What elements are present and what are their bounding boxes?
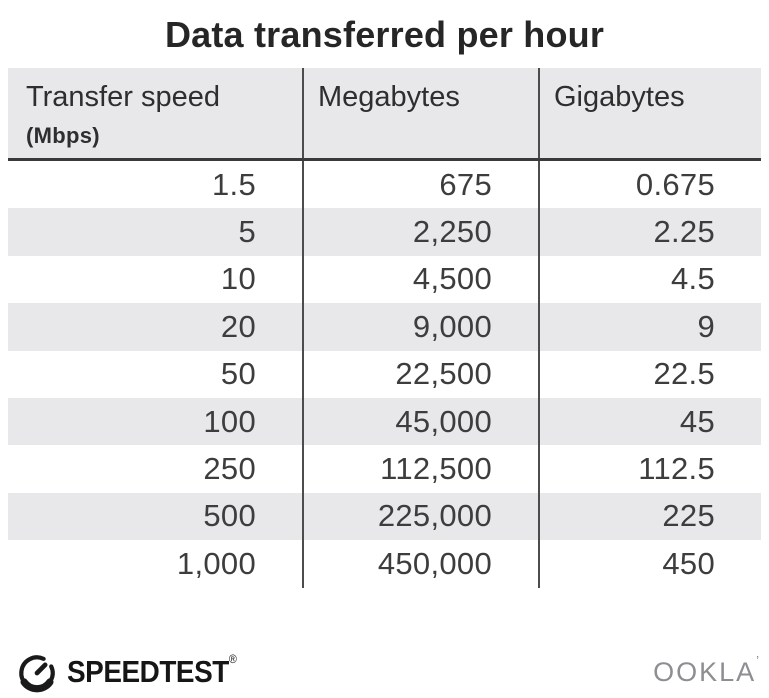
- ookla-trademark-mark: ’: [756, 652, 759, 668]
- footer: SPEEDTEST® OOKLA’: [14, 648, 759, 696]
- cell-megabytes: 675: [302, 161, 538, 209]
- table-row: 250 112,500 112.5: [8, 445, 761, 493]
- speedtest-logo: SPEEDTEST®: [14, 649, 255, 695]
- cell-megabytes: 4,500: [302, 255, 538, 304]
- cell-speed: 10: [220, 261, 256, 297]
- table-row: 1,000 450,000 450: [8, 540, 761, 588]
- header-transfer-speed: Transfer speed (Mbps): [8, 68, 302, 158]
- header-mbps-unit: (Mbps): [26, 123, 100, 148]
- table-row: 50 22,500 22.5: [8, 350, 761, 398]
- cell-gigabytes: 0.675: [538, 161, 761, 209]
- cell-speed: 5: [238, 214, 256, 250]
- cell-gigabytes: 45: [538, 397, 761, 446]
- cell-gigabytes: 22.5: [538, 350, 761, 398]
- cell-megabytes: 2,250: [302, 208, 538, 256]
- table-header-row: Transfer speed (Mbps) Megabytes Gigabyte…: [8, 68, 761, 161]
- cell-speed: 1.5: [212, 166, 256, 202]
- ookla-logo: OOKLA’: [653, 653, 759, 688]
- table-row: 20 9,000 9: [8, 303, 761, 351]
- cell-speed: 250: [203, 451, 256, 487]
- table-row: 10 4,500 4.5: [8, 255, 761, 304]
- cell-gigabytes: 2.25: [538, 208, 761, 256]
- cell-gigabytes: 450: [538, 540, 761, 588]
- cell-megabytes: 225,000: [302, 492, 538, 541]
- cell-gigabytes: 4.5: [538, 255, 761, 304]
- table-row: 500 225,000 225: [8, 492, 761, 541]
- registered-trademark-mark: ®: [228, 652, 237, 666]
- table-row: 1.5 675 0.675: [8, 161, 761, 209]
- cell-gigabytes: 225: [538, 492, 761, 541]
- cell-speed: 20: [220, 308, 256, 344]
- cell-megabytes: 9,000: [302, 303, 538, 351]
- speedtest-label: SPEEDTEST: [67, 654, 229, 689]
- cell-megabytes: 112,500: [302, 445, 538, 493]
- page-title: Data transferred per hour: [164, 14, 605, 55]
- cell-speed: 100: [203, 403, 256, 439]
- cell-gigabytes: 9: [538, 303, 761, 351]
- cell-megabytes: 45,000: [302, 397, 538, 446]
- ookla-label: OOKLA: [653, 656, 757, 687]
- header-megabytes: Megabytes: [302, 68, 538, 158]
- table-body: 1.5 675 0.675 5 2,250 2.25 10 4,500 4.5 …: [8, 161, 761, 588]
- header-gigabytes: Gigabytes: [538, 68, 761, 158]
- cell-megabytes: 22,500: [302, 350, 538, 398]
- cell-speed: 1,000: [176, 545, 256, 581]
- header-transfer-speed-label: Transfer speed: [26, 81, 220, 113]
- table-row: 5 2,250 2.25: [8, 208, 761, 256]
- cell-gigabytes: 112.5: [538, 445, 761, 493]
- table-row: 100 45,000 45: [8, 397, 761, 446]
- cell-megabytes: 450,000: [302, 540, 538, 588]
- speedtest-gauge-icon: [19, 655, 55, 693]
- cell-speed: 500: [203, 498, 256, 534]
- data-table: Transfer speed (Mbps) Megabytes Gigabyte…: [8, 68, 761, 588]
- cell-speed: 50: [220, 356, 256, 392]
- speedtest-wordmark: SPEEDTEST®: [67, 652, 237, 690]
